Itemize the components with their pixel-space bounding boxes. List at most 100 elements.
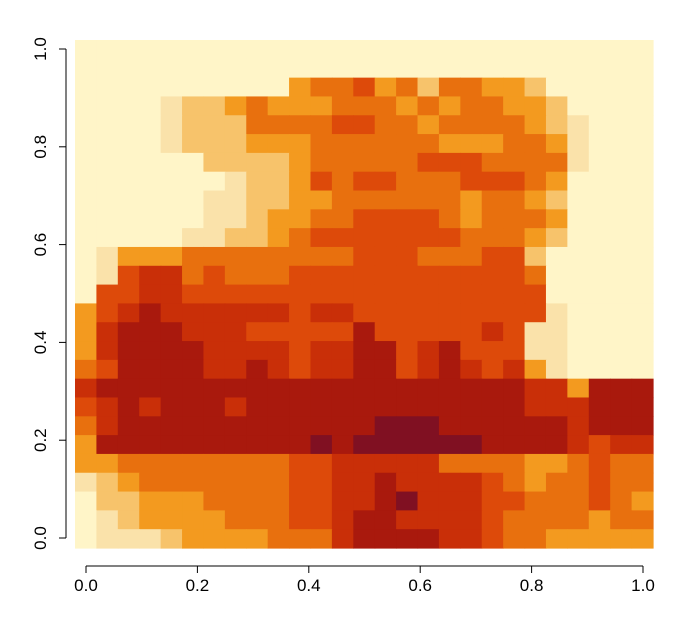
heatmap-cell bbox=[481, 58, 504, 79]
heatmap-cell bbox=[353, 453, 376, 474]
heatmap-cell bbox=[160, 416, 183, 436]
heatmap-cell bbox=[374, 341, 397, 361]
heatmap-cell bbox=[117, 453, 140, 474]
heatmap-cell bbox=[481, 510, 504, 530]
heatmap-cell bbox=[374, 491, 397, 511]
heatmap-cell bbox=[224, 510, 247, 530]
x-axis: 0.0 0.2 0.4 0.6 0.8 1.0 bbox=[74, 565, 655, 595]
heatmap-cell bbox=[353, 77, 376, 98]
heatmap-cell bbox=[545, 209, 568, 229]
heatmap-cell bbox=[374, 397, 397, 417]
heatmap-cell bbox=[545, 77, 568, 98]
heatmap-cell bbox=[267, 341, 290, 361]
heatmap-cell bbox=[289, 491, 312, 511]
heatmap-cell bbox=[139, 284, 162, 304]
heatmap-cell bbox=[374, 435, 397, 455]
heatmap-cell bbox=[289, 190, 312, 210]
heatmap-cell bbox=[117, 472, 140, 493]
heatmap-cell bbox=[481, 341, 504, 361]
heatmap-cell bbox=[567, 134, 590, 154]
heatmap-cell bbox=[117, 416, 140, 436]
heatmap-cell bbox=[631, 152, 654, 173]
heatmap-cell bbox=[331, 341, 354, 361]
heatmap-cell bbox=[224, 190, 247, 210]
heatmap-cell bbox=[610, 510, 633, 530]
heatmap-cell bbox=[246, 472, 269, 493]
heatmap-cell bbox=[160, 435, 183, 455]
heatmap-cell bbox=[267, 284, 290, 304]
heatmap-cell bbox=[567, 209, 590, 229]
heatmap-cell bbox=[396, 190, 419, 210]
heatmap-cell bbox=[267, 134, 290, 154]
heatmap-cell bbox=[224, 359, 247, 380]
heatmap-cell bbox=[567, 77, 590, 98]
heatmap-cell bbox=[503, 453, 526, 474]
heatmap-cell bbox=[310, 228, 333, 248]
heatmap-cell bbox=[396, 359, 419, 380]
heatmap-cell bbox=[353, 152, 376, 173]
heatmap-cell bbox=[438, 152, 461, 173]
heatmap-cell bbox=[396, 134, 419, 154]
heatmap-cell bbox=[96, 453, 119, 474]
heatmap-cell bbox=[331, 96, 354, 116]
heatmap-cell bbox=[117, 510, 140, 530]
heatmap-cell bbox=[310, 77, 333, 98]
heatmap-cell bbox=[267, 209, 290, 229]
y-axis: 0.0 0.2 0.4 0.6 0.8 1.0 bbox=[31, 37, 67, 550]
heatmap-cell bbox=[481, 246, 504, 267]
heatmap-cell bbox=[588, 397, 611, 417]
heatmap-cell bbox=[353, 472, 376, 493]
heatmap-cell bbox=[224, 397, 247, 417]
heatmap-cell bbox=[438, 359, 461, 380]
heatmap-cell bbox=[374, 359, 397, 380]
heatmap-cell bbox=[545, 416, 568, 436]
heatmap-cell bbox=[203, 190, 226, 210]
heatmap-cell bbox=[567, 397, 590, 417]
heatmap-cell bbox=[610, 341, 633, 361]
heatmap-cell bbox=[246, 77, 269, 98]
heatmap-cell bbox=[417, 77, 440, 98]
heatmap-cell bbox=[545, 453, 568, 474]
heatmap-cell bbox=[139, 416, 162, 436]
heatmap-cell bbox=[396, 58, 419, 79]
heatmap-cell bbox=[610, 284, 633, 304]
heatmap-cell bbox=[588, 209, 611, 229]
heatmap-cell bbox=[246, 435, 269, 455]
heatmap-cell bbox=[182, 359, 205, 380]
heatmap-cell bbox=[503, 378, 526, 399]
heatmap-cell bbox=[96, 303, 119, 323]
heatmap-cell bbox=[481, 359, 504, 380]
heatmap-cell bbox=[438, 529, 461, 549]
heatmap-cell bbox=[524, 265, 547, 286]
heatmap-cell bbox=[631, 491, 654, 511]
heatmap-cell bbox=[417, 96, 440, 116]
heatmap-cell bbox=[139, 510, 162, 530]
heatmap-cell bbox=[117, 58, 140, 79]
heatmap-cell bbox=[374, 472, 397, 493]
heatmap-cell bbox=[374, 228, 397, 248]
heatmap-cell bbox=[331, 472, 354, 493]
heatmap-cell bbox=[524, 115, 547, 135]
heatmap-cell bbox=[331, 265, 354, 286]
heatmap-cell bbox=[396, 322, 419, 342]
heatmap-cell bbox=[374, 284, 397, 304]
heatmap-cell bbox=[438, 115, 461, 135]
heatmap-cell bbox=[524, 134, 547, 154]
heatmap-cell bbox=[246, 96, 269, 116]
heatmap-cell bbox=[224, 77, 247, 98]
heatmap-cell bbox=[182, 472, 205, 493]
heatmap-cell bbox=[610, 134, 633, 154]
heatmap-cell bbox=[331, 134, 354, 154]
heatmap-cell bbox=[331, 58, 354, 79]
heatmap-cell bbox=[545, 171, 568, 192]
heatmap-cell bbox=[310, 303, 333, 323]
heatmap-cell bbox=[438, 209, 461, 229]
heatmap-cell bbox=[246, 152, 269, 173]
heatmap-cell bbox=[96, 134, 119, 154]
heatmap-cell bbox=[117, 246, 140, 267]
heatmap-cell bbox=[417, 115, 440, 135]
heatmap-cell bbox=[331, 397, 354, 417]
heatmap-cell bbox=[331, 190, 354, 210]
heatmap-cell bbox=[353, 171, 376, 192]
heatmap-cell bbox=[224, 416, 247, 436]
